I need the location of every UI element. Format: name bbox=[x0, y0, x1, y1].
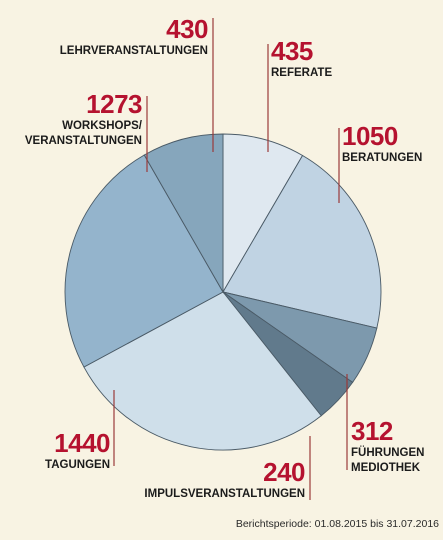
pie-slice bbox=[222, 154, 382, 329]
slice-category-label: MEDIOTHEK bbox=[351, 462, 421, 474]
slice-category-label: IMPULSVERANSTALTUNGEN bbox=[144, 488, 305, 500]
slice-value-label: 312 bbox=[351, 416, 393, 446]
pie-slice bbox=[143, 133, 224, 294]
pie-slice bbox=[83, 291, 322, 451]
slice-value-label: 240 bbox=[263, 457, 305, 487]
leader-lines bbox=[113, 18, 348, 500]
slice-category-label: REFERATE bbox=[271, 67, 332, 79]
slice-value-label: 1050 bbox=[342, 121, 398, 151]
slice-category-label: WORKSHOPS/ bbox=[62, 120, 143, 132]
pie-slices bbox=[64, 133, 382, 451]
slice-category-label: BERATUNGEN bbox=[342, 152, 422, 164]
slice-category-label: TAGUNGEN bbox=[45, 459, 110, 471]
slice-category-label: LEHRVERANSTALTUNGEN bbox=[60, 45, 208, 57]
slice-value-label: 435 bbox=[271, 36, 313, 66]
slice-value-label: 1273 bbox=[86, 89, 142, 119]
slice-value-label: 1440 bbox=[54, 428, 110, 458]
slice-value-label: 430 bbox=[166, 14, 208, 44]
pie-slice bbox=[64, 154, 224, 368]
slice-category-label: FÜHRUNGEN bbox=[351, 446, 424, 459]
slice-category-label: VERANSTALTUNGEN bbox=[25, 135, 142, 147]
reporting-period-footnote: Berichtsperiode: 01.08.2015 bis 31.07.20… bbox=[235, 518, 439, 530]
